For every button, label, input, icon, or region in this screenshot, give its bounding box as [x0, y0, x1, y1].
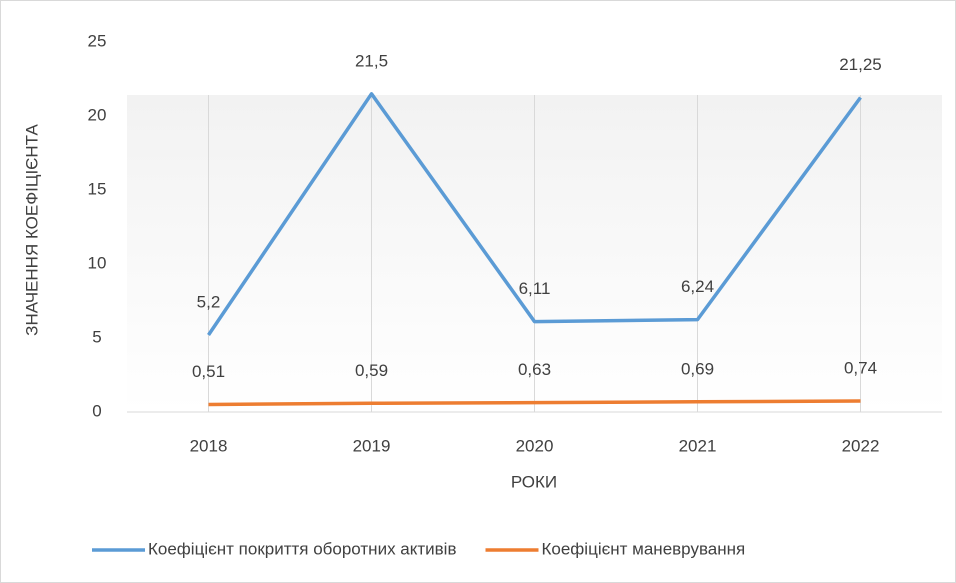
data-label: 6,24: [681, 277, 714, 296]
x-tick-label: 2022: [842, 436, 880, 455]
y-axis-title: ЗНАЧЕННЯ КОЕФІЦІЄНТА: [22, 124, 41, 336]
data-label: 21,25: [839, 55, 882, 74]
data-label: 0,74: [844, 359, 877, 378]
y-tick-label: 25: [88, 31, 107, 50]
x-axis-title: РОКИ: [511, 472, 557, 491]
data-label: 0,59: [355, 361, 388, 380]
series-line: [207, 92, 862, 337]
y-tick-label: 20: [88, 105, 107, 124]
data-label: 0,69: [681, 359, 714, 378]
x-tick-label: 2020: [516, 436, 554, 455]
x-tick-label: 2019: [353, 436, 391, 455]
x-tick-label: 2021: [679, 436, 717, 455]
data-label: 21,5: [355, 51, 388, 70]
y-tick-label: 10: [88, 253, 107, 272]
legend-label: Коефіцієнт покриття оборотних активів: [148, 539, 457, 558]
y-tick-label: 15: [88, 179, 107, 198]
data-label: 0,51: [192, 362, 225, 381]
data-label: 5,2: [197, 293, 221, 312]
data-label: 0,63: [518, 360, 551, 379]
series-line: [208, 399, 861, 407]
y-tick-label: 5: [92, 327, 101, 346]
x-tick-label: 2018: [190, 436, 228, 455]
legend-label: Коефіцієнт маневрування: [542, 539, 746, 558]
y-tick-label: 0: [92, 401, 101, 420]
data-label: 6,11: [519, 279, 551, 298]
